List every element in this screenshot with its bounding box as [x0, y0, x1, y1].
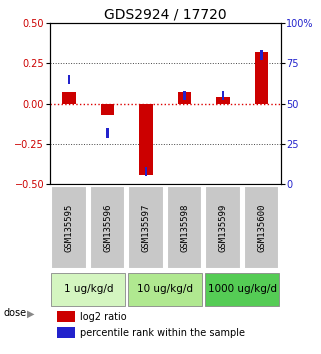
Bar	[260, 50, 263, 60]
Text: 10 ug/kg/d: 10 ug/kg/d	[137, 284, 193, 295]
Title: GDS2924 / 17720: GDS2924 / 17720	[104, 8, 227, 22]
Text: GSM135596: GSM135596	[103, 203, 112, 252]
Bar	[101, 104, 114, 115]
FancyBboxPatch shape	[128, 186, 164, 269]
Text: GSM135597: GSM135597	[142, 203, 151, 252]
Text: log2 ratio: log2 ratio	[80, 312, 126, 322]
Text: GSM135600: GSM135600	[257, 203, 266, 252]
FancyBboxPatch shape	[205, 273, 279, 306]
FancyBboxPatch shape	[90, 186, 125, 269]
FancyBboxPatch shape	[244, 186, 279, 269]
Bar	[178, 92, 191, 104]
Text: 1 ug/kg/d: 1 ug/kg/d	[64, 284, 113, 295]
Bar	[183, 91, 186, 101]
Bar	[255, 52, 268, 104]
Text: ▶: ▶	[27, 308, 35, 318]
Text: percentile rank within the sample: percentile rank within the sample	[80, 328, 245, 338]
Text: GSM135599: GSM135599	[219, 203, 228, 252]
Text: GSM135595: GSM135595	[65, 203, 74, 252]
Bar	[57, 311, 75, 322]
Text: GSM135598: GSM135598	[180, 203, 189, 252]
Bar	[216, 97, 230, 104]
Text: 1000 ug/kg/d: 1000 ug/kg/d	[208, 284, 277, 295]
FancyBboxPatch shape	[205, 186, 241, 269]
Bar	[106, 128, 109, 138]
FancyBboxPatch shape	[128, 273, 202, 306]
FancyBboxPatch shape	[51, 273, 125, 306]
FancyBboxPatch shape	[51, 186, 87, 269]
Bar	[57, 327, 75, 338]
Bar	[68, 75, 70, 84]
Bar	[222, 91, 224, 101]
Bar	[139, 104, 153, 175]
Bar	[62, 92, 76, 104]
FancyBboxPatch shape	[167, 186, 202, 269]
Text: dose: dose	[3, 308, 26, 318]
Bar	[145, 167, 147, 176]
